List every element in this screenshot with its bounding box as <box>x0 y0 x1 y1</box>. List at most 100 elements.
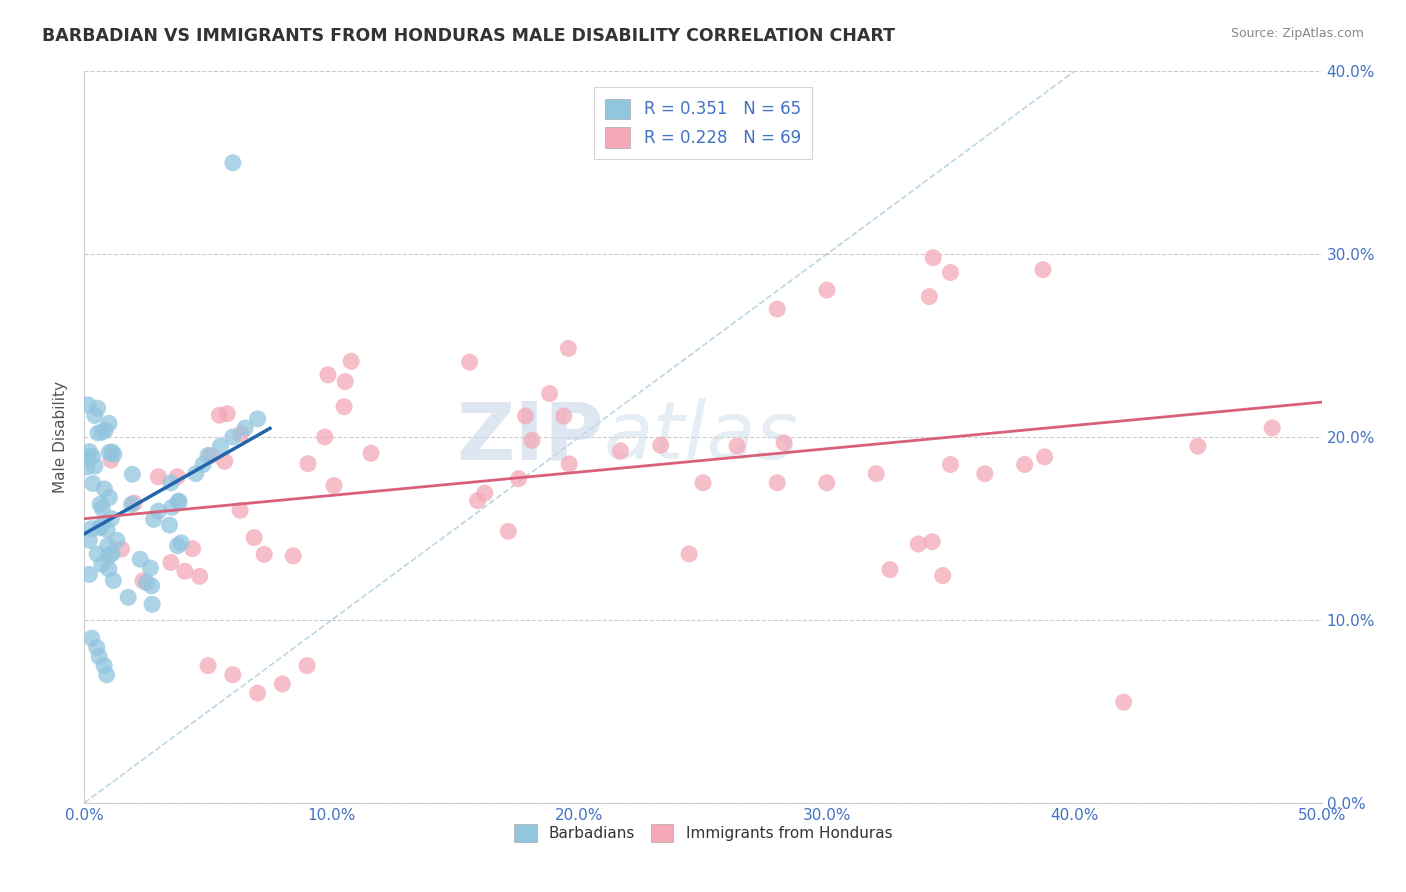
Point <box>86 547 108 561</box>
Point <box>101 445 124 459</box>
Point <box>815 283 838 297</box>
Point <box>253 547 276 561</box>
Text: ZIP: ZIP <box>457 398 605 476</box>
Point <box>1032 262 1054 277</box>
Point <box>650 438 672 452</box>
Point <box>167 494 190 508</box>
Point <box>229 503 252 517</box>
Point <box>110 542 132 557</box>
Point <box>222 430 245 444</box>
Point <box>97 562 120 576</box>
Point <box>229 426 252 441</box>
Point <box>142 512 165 526</box>
Point <box>100 511 122 525</box>
Point <box>170 536 193 550</box>
Point <box>515 409 537 423</box>
Point <box>98 417 121 431</box>
Point <box>1261 421 1284 435</box>
Point <box>939 458 962 472</box>
Point <box>209 439 232 453</box>
Point <box>76 450 98 464</box>
Point <box>159 518 181 533</box>
Point <box>921 534 943 549</box>
Point <box>316 368 339 382</box>
Point <box>97 539 120 553</box>
Point <box>166 469 188 483</box>
Point <box>558 457 581 471</box>
Point <box>93 658 115 673</box>
Point <box>1033 450 1056 464</box>
Point <box>217 407 239 421</box>
Point <box>918 290 941 304</box>
Point <box>139 561 162 575</box>
Point <box>197 658 219 673</box>
Point <box>90 558 112 572</box>
Point <box>200 449 222 463</box>
Point <box>160 556 183 570</box>
Point <box>135 575 157 590</box>
Point <box>160 500 183 515</box>
Point <box>295 658 318 673</box>
Point <box>167 495 190 509</box>
Point <box>141 598 163 612</box>
Point <box>132 574 155 588</box>
Point <box>1187 439 1209 453</box>
Point <box>103 574 125 588</box>
Point <box>173 564 195 578</box>
Point <box>907 537 929 551</box>
Point <box>160 475 183 490</box>
Y-axis label: Male Disability: Male Disability <box>53 381 69 493</box>
Point <box>246 686 269 700</box>
Point <box>77 398 100 412</box>
Point <box>197 448 219 462</box>
Point <box>93 482 115 496</box>
Point <box>141 579 163 593</box>
Point <box>222 667 245 681</box>
Point <box>121 497 143 511</box>
Point <box>939 266 962 280</box>
Point <box>105 533 128 548</box>
Point <box>96 667 118 681</box>
Point <box>89 497 111 511</box>
Point <box>100 453 122 467</box>
Point <box>98 491 121 505</box>
Point <box>90 519 112 533</box>
Point <box>773 435 796 450</box>
Point <box>82 450 104 464</box>
Point <box>89 649 111 664</box>
Point <box>1014 458 1036 472</box>
Point <box>76 459 98 474</box>
Point <box>79 567 101 582</box>
Point <box>335 375 357 389</box>
Point <box>181 541 204 556</box>
Text: atlas: atlas <box>605 398 799 476</box>
Point <box>766 301 789 317</box>
Point <box>82 476 104 491</box>
Point <box>166 539 188 553</box>
Point <box>474 486 496 500</box>
Point <box>283 549 305 563</box>
Point <box>243 531 266 545</box>
Text: BARBADIAN VS IMMIGRANTS FROM HONDURAS MALE DISABILITY CORRELATION CHART: BARBADIAN VS IMMIGRANTS FROM HONDURAS MA… <box>42 27 896 45</box>
Point <box>90 425 112 440</box>
Point <box>96 523 118 537</box>
Point <box>86 640 108 655</box>
Point <box>121 467 143 482</box>
Point <box>233 421 256 435</box>
Point <box>467 493 489 508</box>
Point <box>222 156 245 170</box>
Point <box>922 251 945 265</box>
Point <box>246 412 269 426</box>
Point <box>103 447 125 461</box>
Legend: Barbadians, Immigrants from Honduras: Barbadians, Immigrants from Honduras <box>506 816 900 850</box>
Point <box>184 467 207 481</box>
Point <box>609 443 631 458</box>
Point <box>557 342 579 356</box>
Point <box>98 445 121 459</box>
Point <box>98 549 121 563</box>
Point <box>214 454 236 468</box>
Point <box>973 467 995 481</box>
Point <box>84 458 107 473</box>
Point <box>333 400 356 414</box>
Point <box>94 423 117 437</box>
